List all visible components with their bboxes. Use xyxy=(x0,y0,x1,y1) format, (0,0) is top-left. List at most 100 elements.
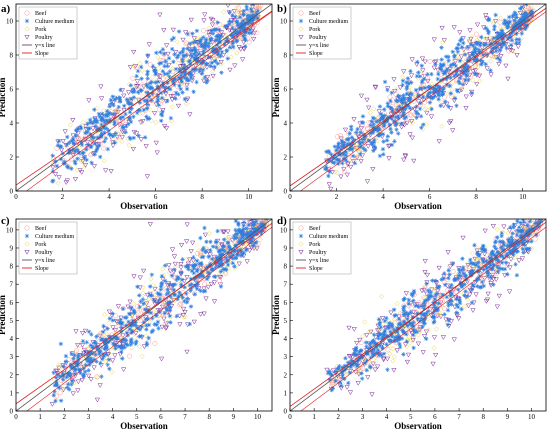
data-point xyxy=(200,58,206,63)
data-point xyxy=(87,362,92,367)
data-point xyxy=(211,299,218,305)
data-point xyxy=(180,37,186,43)
x-axis-label: Observation xyxy=(120,421,168,431)
data-point xyxy=(340,375,345,380)
data-point xyxy=(399,113,405,118)
data-point xyxy=(463,106,469,111)
data-point xyxy=(229,19,235,24)
data-point xyxy=(68,156,74,162)
data-point xyxy=(510,249,515,255)
data-point xyxy=(516,225,522,230)
data-point xyxy=(238,25,244,30)
data-point xyxy=(346,325,352,331)
data-point xyxy=(187,282,193,288)
data-point xyxy=(508,225,513,230)
data-point xyxy=(157,61,162,66)
data-point xyxy=(64,142,70,147)
data-point xyxy=(202,75,208,80)
data-point xyxy=(480,59,485,65)
series-culture-medium xyxy=(325,219,544,393)
data-point xyxy=(228,54,234,60)
data-point xyxy=(178,50,183,56)
data-point xyxy=(177,67,183,72)
data-point xyxy=(225,4,231,9)
data-point xyxy=(171,35,176,41)
data-point xyxy=(387,320,392,326)
data-point xyxy=(466,264,472,270)
data-point xyxy=(103,358,109,364)
data-point xyxy=(494,53,499,59)
data-point xyxy=(105,362,110,367)
data-point xyxy=(442,271,447,276)
data-point xyxy=(490,19,497,25)
data-point xyxy=(118,317,123,323)
data-point xyxy=(204,239,209,244)
data-point xyxy=(119,325,124,330)
data-point xyxy=(436,139,442,145)
data-point xyxy=(165,98,170,104)
data-point xyxy=(442,69,447,74)
data-point xyxy=(356,148,362,154)
data-point xyxy=(524,23,530,29)
data-point xyxy=(67,370,73,376)
data-point xyxy=(408,113,414,119)
data-point xyxy=(324,167,329,172)
data-point xyxy=(462,282,467,287)
data-point xyxy=(250,236,256,241)
data-point xyxy=(459,74,465,80)
data-point xyxy=(478,58,484,63)
data-point xyxy=(403,114,409,120)
data-point xyxy=(168,300,173,305)
legend-marker-swatch xyxy=(24,34,30,40)
data-point xyxy=(488,72,494,78)
data-point xyxy=(354,363,360,369)
data-point xyxy=(127,115,133,121)
data-point xyxy=(497,58,503,63)
data-point xyxy=(184,239,190,245)
data-point xyxy=(65,372,71,378)
data-point xyxy=(156,86,162,92)
data-point xyxy=(457,58,463,63)
data-point xyxy=(157,101,163,106)
data-point xyxy=(240,18,246,24)
data-point xyxy=(172,292,177,297)
data-point xyxy=(123,338,129,343)
data-point xyxy=(504,45,509,51)
data-point xyxy=(384,138,390,143)
data-point xyxy=(162,89,167,94)
data-point xyxy=(152,341,158,346)
data-point xyxy=(129,337,134,342)
data-point xyxy=(199,262,204,267)
data-point xyxy=(396,131,401,136)
data-point xyxy=(124,330,130,335)
data-point xyxy=(170,78,176,84)
data-point xyxy=(64,178,70,184)
data-point xyxy=(184,86,190,92)
data-point xyxy=(74,147,80,152)
data-point xyxy=(366,346,372,351)
data-point xyxy=(72,177,79,182)
data-point xyxy=(515,44,521,50)
data-point xyxy=(366,329,372,335)
y-tick-label: 9 xyxy=(10,244,14,252)
data-point xyxy=(188,17,194,23)
data-point xyxy=(506,289,513,295)
data-point xyxy=(232,264,237,269)
data-point xyxy=(173,66,179,72)
data-point xyxy=(388,115,394,121)
data-point xyxy=(131,322,136,328)
data-point xyxy=(534,232,539,238)
data-point xyxy=(358,129,364,135)
data-point xyxy=(70,136,76,142)
data-point xyxy=(422,298,428,304)
data-point xyxy=(375,133,381,138)
x-tick-label: 10 xyxy=(254,413,262,421)
legend-marker-swatch xyxy=(298,18,304,24)
axes-frame xyxy=(289,3,547,192)
data-point xyxy=(214,34,219,39)
data-point xyxy=(408,73,415,79)
data-point xyxy=(470,268,475,274)
data-point xyxy=(225,266,231,272)
data-point xyxy=(252,230,258,235)
data-point xyxy=(469,300,475,305)
